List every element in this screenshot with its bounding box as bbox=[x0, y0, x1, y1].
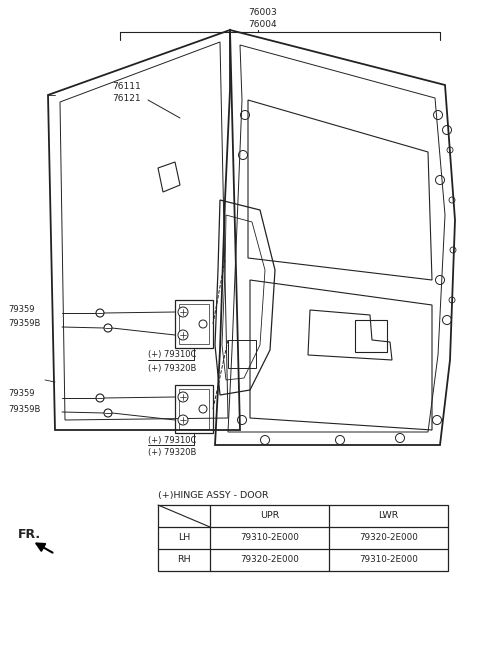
Text: LWR: LWR bbox=[378, 512, 399, 520]
Circle shape bbox=[178, 307, 188, 317]
Bar bbox=[179, 304, 209, 344]
Text: 76004: 76004 bbox=[248, 20, 276, 29]
Text: 79359: 79359 bbox=[8, 389, 35, 399]
Text: (+) 79310C: (+) 79310C bbox=[148, 351, 196, 360]
Circle shape bbox=[96, 309, 104, 317]
Text: UPR: UPR bbox=[260, 512, 279, 520]
Text: (+) 79320B: (+) 79320B bbox=[148, 364, 196, 373]
Text: 76121: 76121 bbox=[112, 94, 141, 103]
Text: RH: RH bbox=[177, 556, 191, 564]
Circle shape bbox=[96, 394, 104, 402]
Bar bbox=[355, 320, 387, 352]
Text: LH: LH bbox=[178, 534, 190, 542]
Text: (+)HINGE ASSY - DOOR: (+)HINGE ASSY - DOOR bbox=[158, 491, 269, 500]
Text: FR.: FR. bbox=[18, 529, 41, 542]
Text: 79310-2E000: 79310-2E000 bbox=[359, 556, 418, 564]
Text: 79320-2E000: 79320-2E000 bbox=[359, 534, 418, 542]
Bar bbox=[175, 385, 213, 433]
Text: 79359B: 79359B bbox=[8, 320, 40, 329]
Circle shape bbox=[104, 409, 112, 417]
Bar bbox=[158, 505, 448, 571]
Text: 76003: 76003 bbox=[248, 8, 277, 17]
Bar bbox=[179, 389, 209, 429]
Text: 76111: 76111 bbox=[112, 82, 141, 91]
Bar bbox=[175, 300, 213, 348]
Circle shape bbox=[104, 324, 112, 332]
Text: (+) 79310C: (+) 79310C bbox=[148, 435, 196, 444]
Circle shape bbox=[178, 415, 188, 425]
Circle shape bbox=[178, 330, 188, 340]
Circle shape bbox=[178, 392, 188, 402]
Text: (+) 79320B: (+) 79320B bbox=[148, 448, 196, 457]
Bar bbox=[228, 340, 256, 368]
Text: 79310-2E000: 79310-2E000 bbox=[240, 534, 299, 542]
Text: 79359B: 79359B bbox=[8, 404, 40, 413]
Text: 79359: 79359 bbox=[8, 305, 35, 314]
Text: 79320-2E000: 79320-2E000 bbox=[240, 556, 299, 564]
